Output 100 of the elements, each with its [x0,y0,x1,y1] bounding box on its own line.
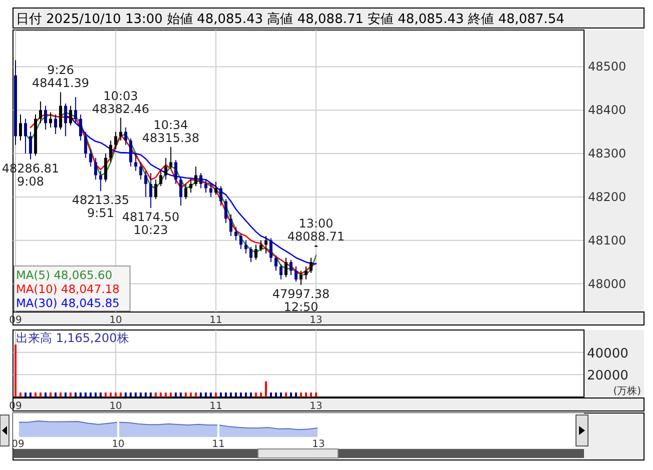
annotation: 9:26 48441.39 [32,63,90,90]
bar [164,392,167,397]
bar [30,392,32,397]
text: MA(5) 48,065.60 [16,268,112,282]
candlestick [74,96,78,124]
annotation: 10:34 48315.38 [142,118,200,145]
bar [270,392,272,397]
bar [315,392,318,397]
candlestick [169,146,172,170]
bar [290,392,292,397]
y-tick-label: 48200 [588,190,626,204]
candlestick [104,153,108,182]
x-tick-label: 13 [310,315,322,326]
annotation: 47997.38 12:50 [272,286,330,314]
bar [180,392,182,397]
bar [144,392,147,397]
bar [64,392,67,397]
candlestick [300,270,303,286]
bar [210,392,212,397]
x-tick-label: 10 [109,401,122,412]
candlestick [94,157,98,180]
candlestick [24,118,28,154]
candlestick [44,105,48,130]
bar [200,392,202,397]
candlestick [199,172,202,189]
candlestick [229,214,232,237]
bar [124,392,127,397]
bar [114,392,117,397]
bar [184,392,187,397]
candlestick [304,266,308,280]
candlestick [204,179,208,194]
bar [40,392,42,397]
bar [90,392,92,397]
bar [190,392,192,397]
bar [94,392,97,397]
candlestick [89,148,92,168]
x-tick-label: 11 [209,315,222,326]
candlestick [269,238,272,263]
candlestick [164,157,168,180]
bar [310,392,312,397]
candlestick [109,140,112,163]
candlestick [119,117,122,142]
bar [150,392,152,397]
y-tick-label: 48400 [588,103,626,118]
bar [80,392,82,397]
bar [84,392,87,397]
bar [70,392,72,397]
y-axis-title: (万株) [613,385,642,397]
bar [24,392,27,397]
bar [100,392,102,397]
bar [224,392,227,397]
bar [194,392,197,397]
bar [130,392,132,397]
candlestick [189,179,192,194]
annotation: 13:00 48088.71 [287,216,345,244]
bar [254,392,257,397]
annotation: 48174.50 10:23 [122,210,180,238]
candlestick [129,138,132,168]
text: MA(30) 48,045.85 [16,296,120,310]
bar [294,392,297,397]
candlestick [179,176,182,206]
candlestick [239,233,242,250]
bar [134,392,137,397]
y-tick-label: 48300 [588,146,626,161]
bar [260,392,262,397]
candlestick [84,131,88,158]
candlestick [144,170,148,198]
candlestick [159,170,162,187]
y-tick-label: 40000 [587,346,628,362]
candlestick [49,112,52,128]
candlestick [99,170,102,192]
candlestick [249,246,252,263]
bar [274,392,277,397]
candlestick [254,244,258,260]
candlestick [194,166,198,187]
y-tick-label: 48000 [588,276,626,291]
bar [34,392,37,397]
candlestick [289,259,292,276]
candlestick [209,183,212,198]
bar [44,392,47,397]
bar [305,392,308,397]
x-tick-label: 10 [112,439,125,450]
candlestick [29,131,32,160]
bar [120,392,122,397]
candlestick [69,105,72,126]
candlestick [64,103,68,137]
bar [214,392,217,397]
bar [170,392,172,397]
bar [140,392,142,397]
x-tick-label: 13 [310,401,322,412]
candlestick [174,160,178,184]
bar [250,392,252,397]
candlestick [114,131,118,150]
candlestick [264,236,268,254]
chart-title: 出来高 1,165,200株 [16,331,129,345]
bar [60,392,62,397]
candlestick [214,181,218,196]
candlestick [19,114,22,142]
annotation: 10:03 48382.46 [92,88,150,116]
y-tick-label: 48100 [588,233,626,248]
